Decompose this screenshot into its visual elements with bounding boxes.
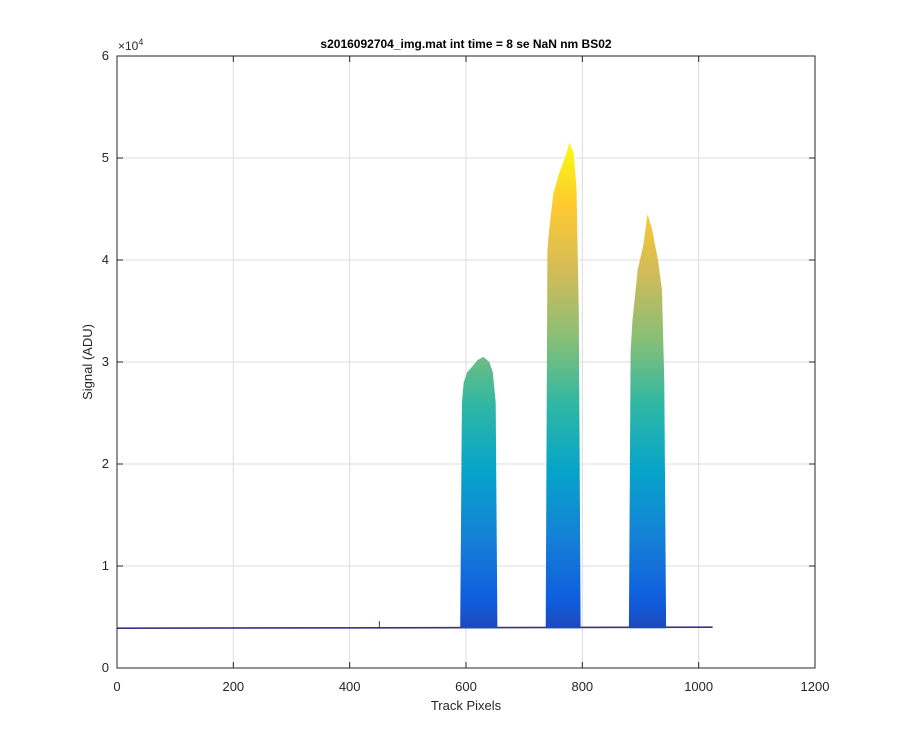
y-exponent-label: ×104 (118, 37, 143, 53)
baseline-line (117, 626, 713, 630)
y-axis: 0 1 2 3 4 5 6 (102, 48, 815, 675)
y-tick-label: 3 (102, 354, 109, 369)
signal-series (117, 142, 713, 630)
y-tick-label: 5 (102, 150, 109, 165)
x-tick-label: 800 (571, 679, 593, 694)
peak-2 (545, 142, 581, 629)
y-axis-label: Signal (ADU) (80, 324, 95, 400)
chart-title: s2016092704_img.mat int time = 8 se NaN … (320, 37, 611, 51)
x-axis: 0 200 400 600 800 1000 1200 (113, 56, 829, 694)
x-axis-label: Track Pixels (431, 698, 502, 713)
x-tick-label: 1000 (684, 679, 713, 694)
y-tick-label: 0 (102, 660, 109, 675)
x-tick-label: 400 (339, 679, 361, 694)
y-tick-label: 6 (102, 48, 109, 63)
peak-1 (460, 356, 498, 629)
y-tick-label: 4 (102, 252, 109, 267)
x-tick-label: 1200 (801, 679, 830, 694)
y-tick-label: 1 (102, 558, 109, 573)
x-tick-label: 200 (222, 679, 244, 694)
y-exponent-power: 4 (138, 37, 143, 47)
x-tick-label: 600 (455, 679, 477, 694)
peak-3 (628, 214, 667, 629)
y-tick-label: 2 (102, 456, 109, 471)
x-tick-label: 0 (113, 679, 120, 694)
